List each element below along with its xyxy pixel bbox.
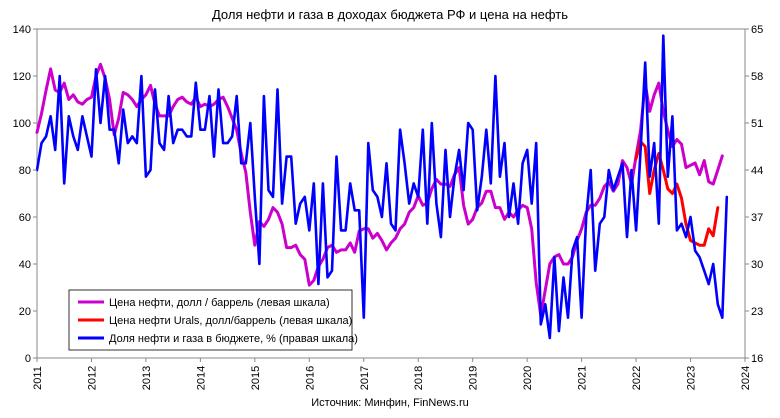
y-left-tick-label: 100: [13, 118, 31, 130]
x-tick-label: 2016: [304, 366, 316, 390]
x-tick-label: 2015: [250, 366, 262, 390]
legend-label-urals: Цена нефти Urals, долл/баррель (левая шк…: [109, 315, 352, 327]
x-tick-label: 2020: [522, 366, 534, 390]
legend-label-oil-gas-share: Доля нефти и газа в бюджете, % (правая ш…: [109, 333, 358, 345]
x-tick-label: 2011: [32, 366, 44, 390]
series-urals-line: [634, 140, 720, 247]
y-right-tick-label: 51: [751, 118, 763, 130]
y-right-tick-label: 44: [751, 165, 763, 177]
series-layer: [35, 34, 729, 340]
x-tick-label: 2019: [468, 366, 480, 390]
x-tick-label: 2021: [577, 366, 589, 390]
x-tick-label: 2024: [740, 366, 752, 390]
y-left-tick-label: 40: [19, 259, 31, 271]
y-left-tick-label: 0: [25, 353, 31, 365]
y-right-tick-label: 16: [751, 353, 763, 365]
legend: Цена нефти, долл / баррель (левая шкала)…: [68, 289, 358, 351]
x-tick-label: 2018: [413, 366, 425, 390]
x-tick-label: 2013: [141, 366, 153, 390]
x-tick-label: 2023: [686, 366, 698, 390]
legend-box: [68, 289, 353, 351]
x-tick-label: 2017: [359, 366, 371, 390]
y-right-tick-label: 58: [751, 71, 763, 83]
x-tick-label: 2014: [195, 366, 207, 390]
x-tick-label: 2022: [631, 366, 643, 390]
y-right-tick-label: 65: [751, 24, 763, 36]
series-oil-gas-share-line: [35, 34, 729, 340]
y-left-tick-label: 120: [13, 71, 31, 83]
y-left-tick-label: 140: [13, 24, 31, 36]
y-right-tick-label: 37: [751, 212, 763, 224]
y-right-tick-label: 23: [751, 306, 763, 318]
y-left-tick-label: 80: [19, 165, 31, 177]
chart-title: Доля нефти и газа в доходах бюджета РФ и…: [212, 7, 568, 22]
source-note: Источник: Минфин, FinNews.ru: [311, 397, 468, 409]
axis-layer: 0 20 40 60 80 100 120 140 16 23 30 37 44 51 58 65 2011 20…: [13, 24, 764, 390]
legend-label-oil-price: Цена нефти, долл / баррель (левая шкала): [109, 297, 330, 309]
y-left-tick-label: 60: [19, 212, 31, 224]
y-left-tick-label: 20: [19, 306, 31, 318]
x-tick-label: 2012: [86, 366, 98, 390]
y-right-tick-label: 30: [751, 259, 763, 271]
